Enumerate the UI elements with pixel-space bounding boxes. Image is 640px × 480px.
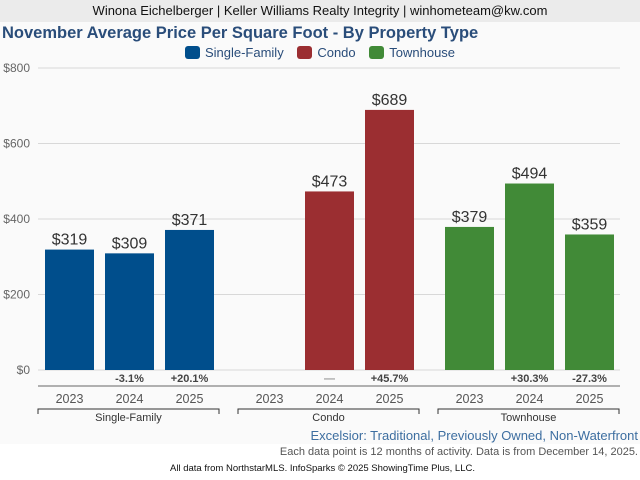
group-label: Single-Family (95, 412, 162, 424)
bar-single-family-2024 (105, 253, 154, 370)
legend-item-condo[interactable]: Condo (297, 45, 356, 60)
y-tick-label: $200 (3, 288, 30, 302)
change-label: -27.3% (572, 373, 607, 385)
y-tick-label: $0 (17, 363, 31, 377)
chart-title: November Average Price Per Square Foot -… (2, 24, 479, 42)
group-bracket (437, 408, 620, 414)
group-bracket (37, 408, 220, 414)
bar-single-family-2025 (165, 229, 214, 370)
change-label: -3.1% (115, 373, 144, 385)
bar-townhouse-2025 (565, 234, 614, 370)
bar-single-family-2023 (45, 249, 94, 370)
legend-swatch-condo (297, 46, 313, 59)
x-tick-label: 2025 (576, 392, 604, 406)
bar-value-label: $309 (112, 235, 148, 252)
x-tick-label: 2025 (176, 392, 204, 406)
y-tick-label: $400 (3, 212, 30, 226)
legend-swatch-townhouse (369, 46, 385, 59)
legend-label: Single-Family (204, 45, 284, 60)
bar-value-label: $379 (452, 209, 488, 226)
y-tick-label: $800 (3, 61, 30, 75)
change-label: +45.7% (371, 373, 409, 385)
y-tick-label: $600 (3, 137, 30, 151)
data-credit: All data from NorthstarMLS. InfoSparks ©… (170, 463, 475, 474)
x-tick-label: 2023 (456, 392, 484, 406)
bar-value-label: $319 (52, 232, 88, 249)
bar-townhouse-2024 (505, 183, 554, 370)
x-tick-label: 2023 (256, 392, 284, 406)
group-label: Condo (312, 412, 344, 424)
chart-subtitle: Excelsior: Traditional, Previously Owned… (310, 428, 638, 443)
change-label: — (324, 373, 335, 385)
bar-value-label: $359 (572, 216, 608, 233)
legend-label: Condo (317, 45, 356, 60)
legend: Single-Family Condo Townhouse (0, 45, 640, 62)
legend-item-single-family[interactable]: Single-Family (184, 45, 284, 60)
x-tick-label: 2024 (516, 392, 544, 406)
group-label: Townhouse (501, 412, 557, 424)
bar-condo-2024 (305, 191, 354, 370)
change-label: +30.3% (511, 373, 549, 385)
x-tick-label: 2025 (376, 392, 404, 406)
bar-value-label: $473 (312, 173, 348, 190)
bar-townhouse-2023 (445, 226, 494, 370)
legend-item-townhouse[interactable]: Townhouse (369, 45, 455, 60)
x-tick-label: 2024 (316, 392, 344, 406)
group-bracket (237, 408, 420, 414)
legend-swatch-single-family (184, 46, 200, 59)
x-tick-label: 2023 (56, 392, 84, 406)
bar-value-label: $371 (172, 212, 208, 229)
bar-value-label: $494 (512, 166, 548, 183)
bar-condo-2025 (365, 109, 414, 370)
change-label: +20.1% (171, 373, 209, 385)
data-note: Each data point is 12 months of activity… (279, 446, 638, 458)
legend-label: Townhouse (389, 45, 456, 60)
x-tick-label: 2024 (116, 392, 144, 406)
agent-header: Winona Eichelberger | Keller Williams Re… (0, 0, 640, 22)
bar-value-label: $689 (372, 92, 408, 109)
